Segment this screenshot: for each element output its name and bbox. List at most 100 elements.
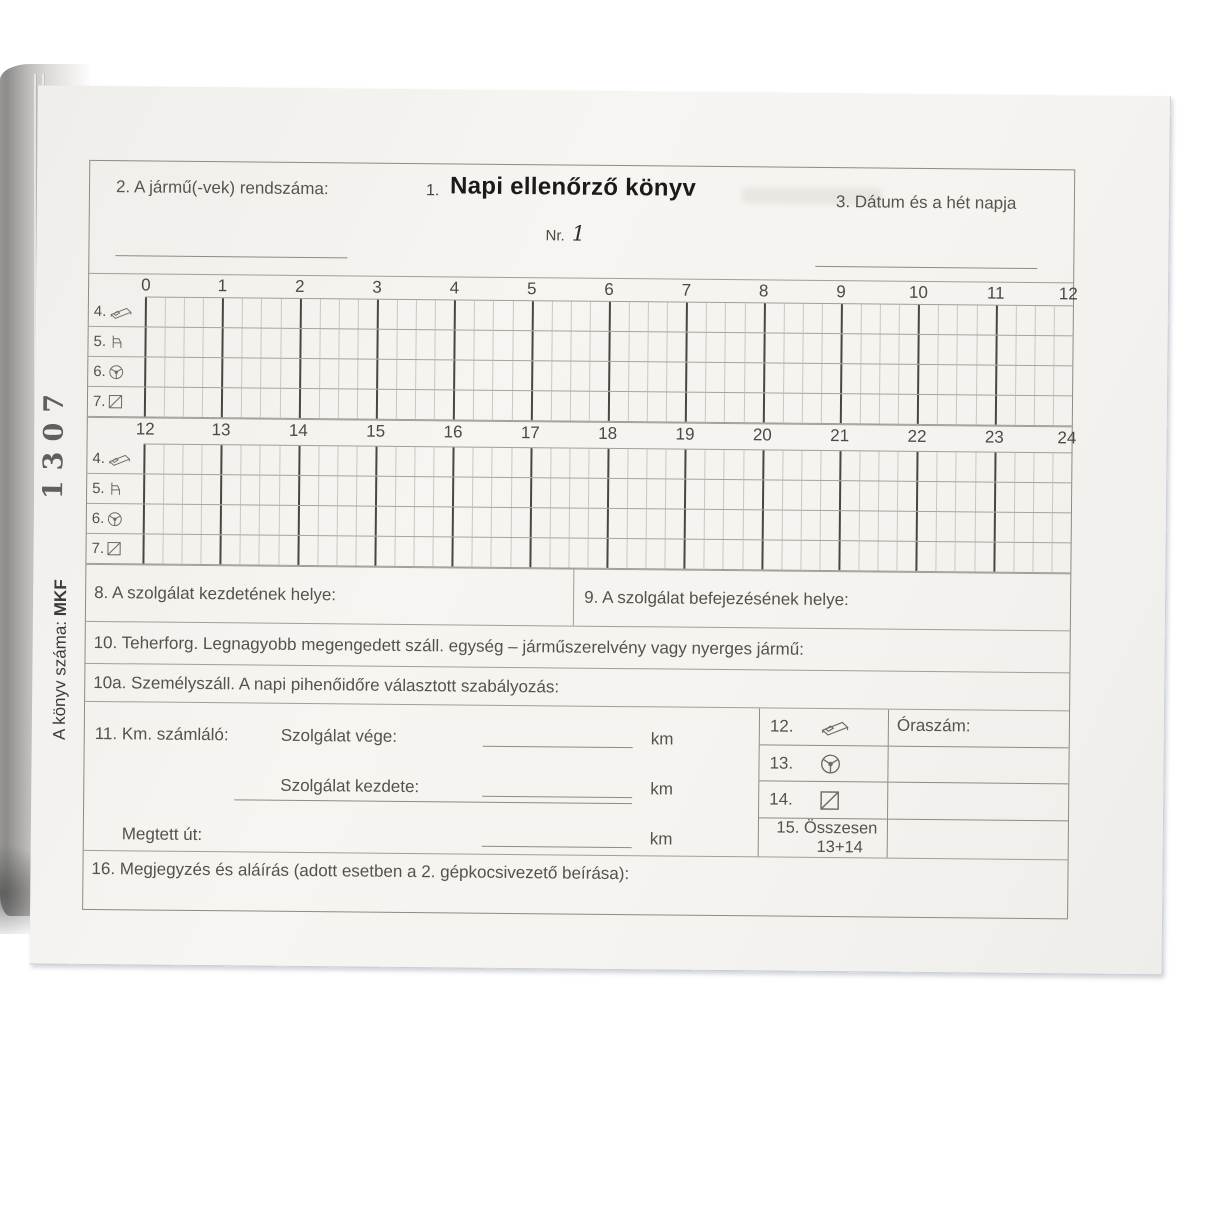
quarter-cell[interactable] xyxy=(840,481,861,511)
quarter-cell[interactable] xyxy=(1035,306,1055,336)
quarter-cell[interactable] xyxy=(1014,542,1034,572)
quarter-cell[interactable] xyxy=(917,511,938,542)
quarter-cell[interactable] xyxy=(145,387,166,417)
quarter-cell[interactable] xyxy=(163,504,184,534)
quarter-cell[interactable] xyxy=(590,362,608,391)
quarter-cell[interactable] xyxy=(898,512,916,541)
hour-cell[interactable] xyxy=(607,391,686,422)
quarter-cell[interactable] xyxy=(513,301,531,330)
hour-cell[interactable] xyxy=(993,482,1072,513)
quarter-cell[interactable] xyxy=(338,389,358,419)
quarter-cell[interactable] xyxy=(261,358,281,388)
quarter-cell[interactable] xyxy=(588,539,606,568)
quarter-cell[interactable] xyxy=(724,510,744,540)
quarter-cell[interactable] xyxy=(687,332,708,362)
quarter-cell[interactable] xyxy=(743,480,761,509)
quarter-cell[interactable] xyxy=(242,328,263,358)
quarter-cell[interactable] xyxy=(744,450,762,479)
quarter-cell[interactable] xyxy=(783,363,804,393)
quarter-cell[interactable] xyxy=(339,329,359,359)
quarter-cell[interactable] xyxy=(358,360,376,389)
quarter-cell[interactable] xyxy=(262,298,282,328)
quarter-cell[interactable] xyxy=(820,541,838,570)
quarter-cell[interactable] xyxy=(416,300,437,330)
quarter-cell[interactable] xyxy=(880,304,901,334)
quarter-cell[interactable] xyxy=(627,509,648,539)
quarter-cell[interactable] xyxy=(898,482,916,511)
service-start-km-input-line[interactable] xyxy=(482,795,633,799)
quarter-cell[interactable] xyxy=(318,506,338,536)
hour-cell[interactable] xyxy=(222,298,300,328)
quarter-cell[interactable] xyxy=(723,540,744,570)
hour-cell[interactable] xyxy=(915,541,994,572)
hour-cell[interactable] xyxy=(608,301,687,332)
hour-cell[interactable] xyxy=(142,504,221,535)
hour-cell[interactable] xyxy=(685,332,764,363)
quarter-cell[interactable] xyxy=(491,537,512,567)
quarter-cell[interactable] xyxy=(647,479,667,509)
quarter-cell[interactable] xyxy=(919,304,940,335)
quarter-cell[interactable] xyxy=(397,359,417,390)
quarter-cell[interactable] xyxy=(879,481,899,511)
quarter-cell[interactable] xyxy=(301,328,321,359)
quarter-cell[interactable] xyxy=(184,327,204,358)
hour-cell[interactable] xyxy=(917,364,995,395)
quarter-cell[interactable] xyxy=(571,331,591,361)
quarter-cell[interactable] xyxy=(589,479,607,508)
hour-cell[interactable] xyxy=(993,452,1072,483)
quarter-cell[interactable] xyxy=(744,393,762,422)
quarter-cell[interactable] xyxy=(725,363,745,393)
quarter-cell[interactable] xyxy=(299,475,319,506)
quarter-cell[interactable] xyxy=(202,535,220,564)
hour-cell[interactable] xyxy=(298,358,377,389)
quarter-cell[interactable] xyxy=(801,540,821,570)
quarter-cell[interactable] xyxy=(532,361,553,391)
quarter-cell[interactable] xyxy=(609,448,629,479)
quarter-cell[interactable] xyxy=(802,450,822,480)
quarter-cell[interactable] xyxy=(395,506,416,537)
hour-cell[interactable] xyxy=(376,329,454,360)
quarter-cell[interactable] xyxy=(357,447,375,476)
quarter-cell[interactable] xyxy=(533,301,553,331)
quarter-cell[interactable] xyxy=(415,447,435,477)
quarter-cell[interactable] xyxy=(725,393,745,423)
quarter-cell[interactable] xyxy=(687,302,708,332)
quarter-cell[interactable] xyxy=(241,445,262,475)
hour-cell[interactable] xyxy=(606,508,685,539)
quarter-cell[interactable] xyxy=(589,509,607,538)
quarter-cell[interactable] xyxy=(165,327,185,357)
quarter-cell[interactable] xyxy=(705,449,725,480)
quarter-cell[interactable] xyxy=(802,363,823,393)
quarter-cell[interactable] xyxy=(281,299,299,328)
hour-cell[interactable] xyxy=(453,390,531,421)
quarter-cell[interactable] xyxy=(956,512,976,542)
quarter-cell[interactable] xyxy=(937,512,957,542)
quarter-cell[interactable] xyxy=(552,331,572,361)
quarter-cell[interactable] xyxy=(493,390,513,420)
hour-cell[interactable] xyxy=(221,328,300,358)
quarter-cell[interactable] xyxy=(144,504,165,534)
quarter-cell[interactable] xyxy=(378,359,398,389)
quarter-cell[interactable] xyxy=(357,477,375,506)
quarter-cell[interactable] xyxy=(280,476,298,505)
quarter-cell[interactable] xyxy=(396,389,417,420)
quarter-cell[interactable] xyxy=(610,361,630,392)
quarter-cell[interactable] xyxy=(1054,366,1072,395)
hour-cell[interactable] xyxy=(839,394,918,424)
quarter-cell[interactable] xyxy=(532,391,552,421)
hour-cell[interactable] xyxy=(376,299,455,330)
quarter-cell[interactable] xyxy=(182,534,202,565)
quarter-cell[interactable] xyxy=(301,298,321,329)
quarter-cell[interactable] xyxy=(668,332,686,361)
quarter-cell[interactable] xyxy=(435,360,453,389)
quarter-cell[interactable] xyxy=(859,511,880,541)
hour-cell[interactable] xyxy=(840,304,919,334)
quarter-cell[interactable] xyxy=(337,476,358,506)
hour-cell[interactable] xyxy=(762,393,841,424)
quarter-cell[interactable] xyxy=(396,446,416,477)
hour-cell[interactable] xyxy=(917,334,996,365)
quarter-cell[interactable] xyxy=(240,535,261,565)
quarter-cell[interactable] xyxy=(996,335,1017,365)
quarter-cell[interactable] xyxy=(686,479,706,509)
quarter-cell[interactable] xyxy=(474,360,494,390)
